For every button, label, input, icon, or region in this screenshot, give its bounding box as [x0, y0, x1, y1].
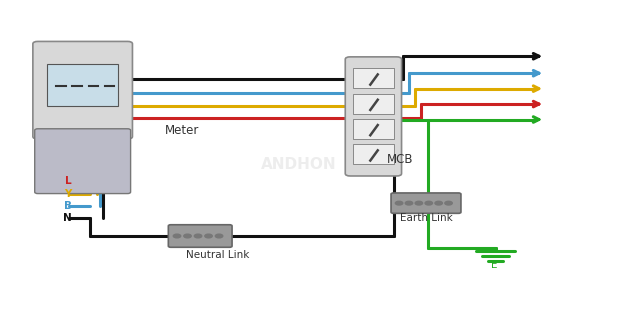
Circle shape: [173, 234, 180, 238]
Bar: [353, 94, 394, 114]
Circle shape: [205, 234, 212, 238]
Circle shape: [215, 234, 223, 238]
Bar: [353, 144, 394, 164]
Bar: [353, 119, 394, 139]
FancyBboxPatch shape: [345, 57, 402, 176]
Text: ANDHON: ANDHON: [260, 157, 336, 172]
FancyBboxPatch shape: [391, 193, 461, 213]
Text: Earth Link: Earth Link: [400, 213, 453, 223]
Text: Y: Y: [64, 188, 72, 199]
Circle shape: [415, 201, 423, 205]
Circle shape: [184, 234, 191, 238]
Bar: [353, 68, 394, 88]
Text: MCB: MCB: [388, 153, 414, 166]
Text: B: B: [64, 201, 72, 211]
FancyBboxPatch shape: [169, 225, 232, 247]
Bar: [47, 64, 118, 106]
Text: N: N: [63, 213, 72, 223]
Text: Meter: Meter: [165, 124, 199, 137]
Circle shape: [425, 201, 433, 205]
Text: L: L: [65, 176, 72, 186]
Circle shape: [194, 234, 202, 238]
Text: Neutral Link: Neutral Link: [186, 250, 250, 260]
Text: E: E: [490, 259, 497, 270]
FancyBboxPatch shape: [33, 42, 133, 139]
Circle shape: [445, 201, 452, 205]
Circle shape: [405, 201, 413, 205]
Circle shape: [435, 201, 443, 205]
Circle shape: [396, 201, 403, 205]
FancyBboxPatch shape: [35, 129, 131, 193]
